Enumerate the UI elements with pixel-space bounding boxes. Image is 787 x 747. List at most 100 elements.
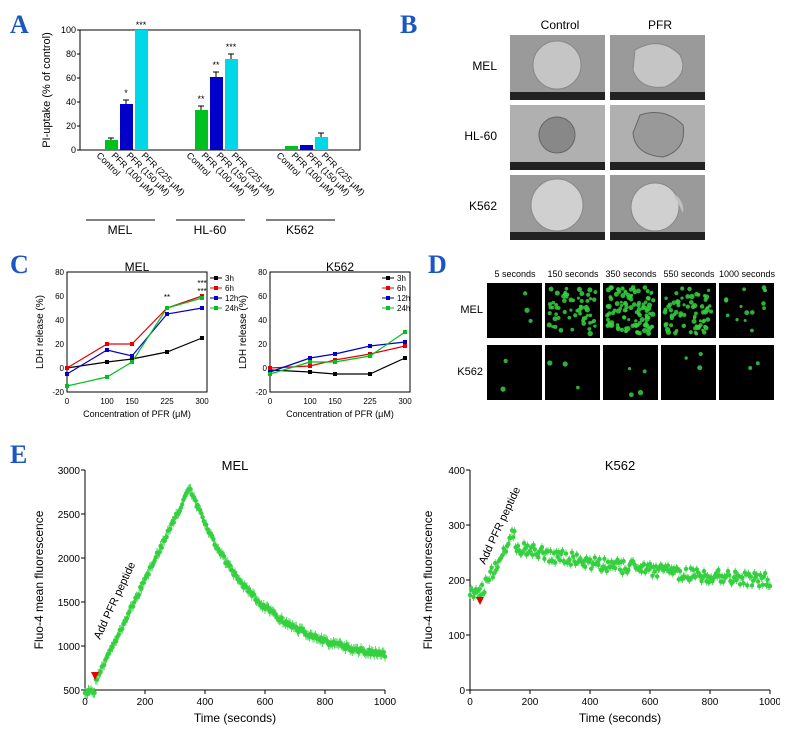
svg-text:400: 400 [448,466,465,477]
svg-text:K562: K562 [469,199,497,213]
svg-text:400: 400 [582,697,599,708]
svg-text:K562: K562 [286,223,314,237]
svg-text:100: 100 [303,397,317,406]
svg-text:12h: 12h [397,294,410,303]
svg-text:800: 800 [702,697,719,708]
svg-text:MEL: MEL [222,458,249,473]
panel-label-a: A [10,10,29,40]
svg-text:200: 200 [137,697,154,708]
svg-text:HL-60: HL-60 [194,223,227,237]
svg-text:3h: 3h [397,274,406,283]
svg-text:150: 150 [328,397,342,406]
svg-text:Time (seconds): Time (seconds) [194,711,276,725]
svg-text:6h: 6h [225,284,234,293]
svg-text:500: 500 [63,686,80,697]
svg-text:20: 20 [55,340,64,349]
svg-text:800: 800 [317,697,334,708]
svg-text:0: 0 [263,364,268,373]
svg-text:MEL: MEL [108,223,133,237]
svg-text:0: 0 [467,697,473,708]
svg-text:350 seconds: 350 seconds [605,269,657,279]
svg-text:Fluo-4 mean fluorescence: Fluo-4 mean fluorescence [421,510,435,649]
figure: A 0 20 40 60 80 100 PI-uptake (% of cont… [10,10,777,737]
svg-text:*: * [124,88,128,98]
svg-text:400: 400 [197,697,214,708]
panel-b-grid: Control PFR MEL HL-60 K562 [415,15,780,245]
svg-text:80: 80 [258,268,267,277]
svg-text:100: 100 [448,631,465,642]
svg-text:100: 100 [61,25,76,35]
svg-text:1000: 1000 [374,697,397,708]
svg-text:1000: 1000 [58,642,81,653]
svg-text:20: 20 [66,121,76,131]
svg-text:600: 600 [642,697,659,708]
svg-text:40: 40 [55,316,64,325]
svg-text:1500: 1500 [58,598,81,609]
svg-text:0: 0 [65,397,70,406]
svg-text:LDH release (%): LDH release (%) [238,295,249,369]
svg-text:1000: 1000 [759,697,780,708]
svg-text:LDH release (%): LDH release (%) [35,295,46,369]
svg-text:Time (seconds): Time (seconds) [579,711,661,725]
sem-cell [510,35,605,100]
svg-text:80: 80 [55,268,64,277]
svg-text:24h: 24h [397,304,410,313]
arrow-icon [476,597,484,605]
svg-text:**: ** [197,94,205,104]
svg-text:MEL: MEL [472,59,497,73]
svg-text:3h: 3h [225,274,234,283]
svg-text:100: 100 [100,397,114,406]
panel-a-chart: 0 20 40 60 80 100 PI-uptake (% of contro… [30,20,385,255]
svg-text:40: 40 [258,316,267,325]
panel-c-charts: MEL -20 0 20 40 60 80 LDH release (%) 0 … [25,260,425,435]
panel-e-charts: MEL 500 1000 1500 2000 2500 3000 Fluo-4 … [20,450,780,740]
svg-text:K562: K562 [605,458,635,473]
svg-text:60: 60 [66,73,76,83]
svg-text:2000: 2000 [58,554,81,565]
svg-text:150: 150 [125,397,139,406]
svg-text:-20: -20 [255,388,267,397]
svg-text:Fluo-4 mean fluorescence: Fluo-4 mean fluorescence [32,510,46,649]
svg-text:225: 225 [160,397,174,406]
svg-text:3000: 3000 [58,466,81,477]
svg-text:PFR: PFR [648,18,672,32]
svg-text:**: ** [212,60,220,70]
svg-text:MEL: MEL [125,260,150,274]
svg-text:K562: K562 [326,260,354,274]
svg-text:5 seconds: 5 seconds [494,269,536,279]
svg-text:200: 200 [522,697,539,708]
svg-text:40: 40 [66,97,76,107]
svg-text:Add PFR peptide: Add PFR peptide [477,485,523,566]
svg-text:K562: K562 [457,366,483,378]
svg-text:0: 0 [268,397,273,406]
svg-text:***: *** [197,287,206,296]
svg-text:Concentration of PFR (μM): Concentration of PFR (μM) [83,409,191,419]
svg-text:200: 200 [448,576,465,587]
svg-text:1000 seconds: 1000 seconds [719,269,776,279]
svg-text:**: ** [164,293,170,302]
svg-text:300: 300 [448,521,465,532]
svg-text:MEL: MEL [460,304,483,316]
svg-text:20: 20 [258,340,267,349]
svg-text:80: 80 [66,49,76,59]
svg-text:Add PFR peptide: Add PFR peptide [92,560,138,641]
svg-text:***: *** [226,42,237,52]
svg-text:300: 300 [398,397,412,406]
svg-text:HL-60: HL-60 [464,129,497,143]
panel-d-grid: 5 seconds 150 seconds 350 seconds 550 se… [445,265,787,430]
svg-text:24h: 24h [225,304,238,313]
svg-text:0: 0 [71,145,76,155]
svg-text:150 seconds: 150 seconds [547,269,599,279]
svg-text:0: 0 [60,364,65,373]
svg-text:12h: 12h [225,294,238,303]
svg-text:Control: Control [541,18,580,32]
svg-text:225: 225 [363,397,377,406]
panel-label-d: D [428,250,447,280]
svg-text:0: 0 [459,686,465,697]
svg-text:-20: -20 [52,388,64,397]
svg-text:2500: 2500 [58,510,81,521]
panel-a-ylabel: PI-uptake (% of control) [41,32,53,148]
svg-text:***: *** [136,20,147,30]
svg-text:300: 300 [195,397,209,406]
svg-text:60: 60 [55,292,64,301]
